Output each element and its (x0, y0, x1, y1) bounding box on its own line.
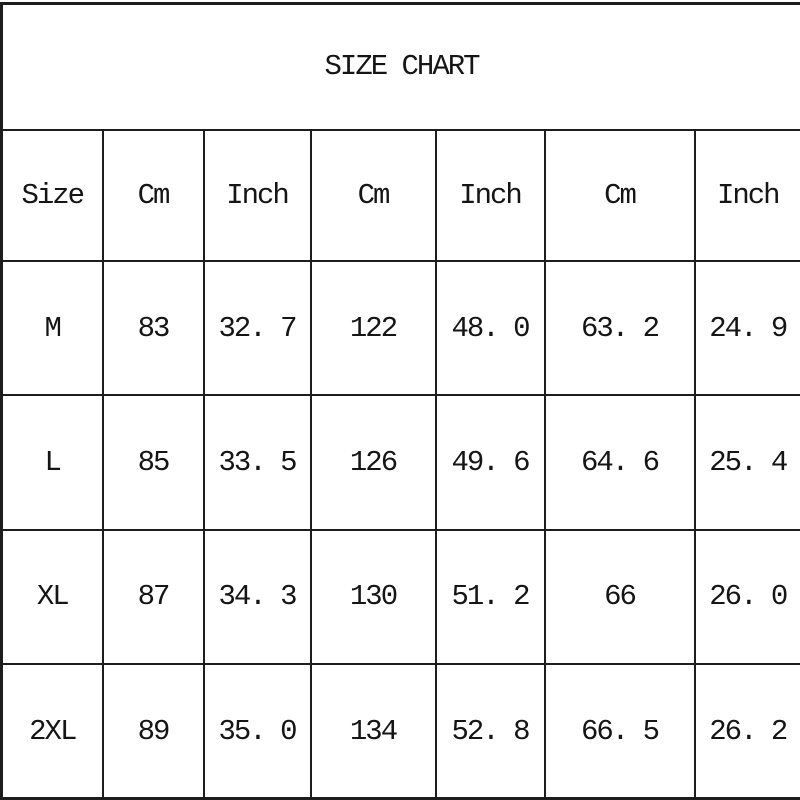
size-label: M (0, 260, 104, 397)
cell: 83 (101, 260, 205, 397)
cell: 63. 2 (543, 260, 696, 397)
cell: 24. 9 (693, 260, 800, 397)
cell: 126 (309, 394, 437, 531)
cell: 34. 3 (202, 528, 312, 666)
cell: 52. 8 (434, 663, 546, 800)
cell: 134 (309, 663, 437, 800)
cell: 66. 5 (543, 663, 696, 800)
cell: 33. 5 (202, 394, 312, 531)
cell: 66 (543, 528, 696, 666)
cell: 48. 0 (434, 260, 546, 397)
cell: 26. 0 (693, 528, 800, 666)
header-cell-size: Size (0, 128, 104, 263)
size-label: 2XL (0, 663, 104, 800)
header-row: Size Cm Inch Cm Inch Cm Inch (0, 128, 800, 263)
header-cell-cm-1: Cm (101, 128, 205, 263)
cell: 32. 7 (202, 260, 312, 397)
chart-title: SIZE CHART (0, 2, 800, 131)
header-cell-inch-1: Inch (202, 128, 312, 263)
header-cell-inch-3: Inch (693, 128, 800, 263)
cell: 87 (101, 528, 205, 666)
table-row-m: M 83 32. 7 122 48. 0 63. 2 24. 9 (0, 260, 800, 397)
table-row-xl: XL 87 34. 3 130 51. 2 66 26. 0 (0, 528, 800, 666)
cell: 85 (101, 394, 205, 531)
cell: 51. 2 (434, 528, 546, 666)
cell: 49. 6 (434, 394, 546, 531)
size-label: L (0, 394, 104, 531)
cell: 25. 4 (693, 394, 800, 531)
cell: 35. 0 (202, 663, 312, 800)
header-cell-cm-3: Cm (543, 128, 696, 263)
cell: 130 (309, 528, 437, 666)
header-cell-inch-2: Inch (434, 128, 546, 263)
cell: 26. 2 (693, 663, 800, 800)
cell: 64. 6 (543, 394, 696, 531)
table-row-2xl: 2XL 89 35. 0 134 52. 8 66. 5 26. 2 (0, 663, 800, 800)
title-row: SIZE CHART (0, 2, 800, 131)
cell: 122 (309, 260, 437, 397)
header-cell-cm-2: Cm (309, 128, 437, 263)
cell: 89 (101, 663, 205, 800)
size-label: XL (0, 528, 104, 666)
table-row-l: L 85 33. 5 126 49. 6 64. 6 25. 4 (0, 394, 800, 531)
